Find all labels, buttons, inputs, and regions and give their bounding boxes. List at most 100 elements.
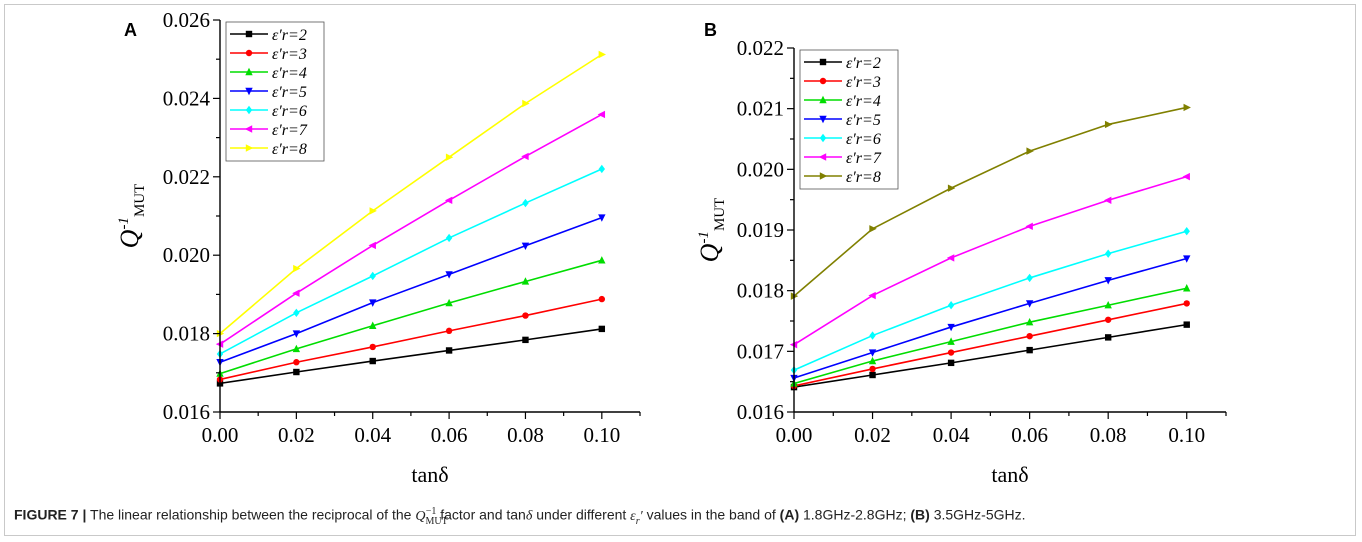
- chart-a-series-3-point-5: [521, 277, 530, 285]
- chart-a-series-4-point-5: [521, 242, 530, 250]
- chart-b-series-2-point-6: [1183, 300, 1190, 307]
- chart-b-series-7-point-5: [1104, 120, 1113, 129]
- chart-a-series-3: [216, 256, 606, 377]
- chart-b-legend-label-6: ε′r=7: [846, 150, 882, 167]
- chart-b-series-6-point-3: [946, 254, 955, 262]
- chart-a-series-5-point-5: [522, 198, 529, 208]
- chart-a-series-7-point-4: [445, 153, 454, 161]
- chart-b-series-4-point-6: [1183, 255, 1191, 263]
- chart-a-legend-label-6: ε′r=7: [272, 122, 308, 139]
- chart-a-legend-marker-3: [245, 67, 253, 76]
- chart-a-series-1-point-6: [598, 325, 606, 333]
- chart-b-series-1-line: [793, 323, 1187, 388]
- chart-a-series-3-point-6: [598, 256, 606, 264]
- chart-b-series-1-point-4: [1026, 346, 1033, 354]
- chart-b-xtick-label-2: 0.02: [854, 423, 891, 447]
- chart-b-series-7-point-4: [1026, 147, 1034, 155]
- chart-a-series-6-point-5: [521, 152, 529, 161]
- chart-a-series-4-point-4: [445, 271, 453, 279]
- chart-b-series-4-point-2: [868, 349, 877, 357]
- chart-a-series-5-point-4: [445, 233, 453, 243]
- chart-a-series-6-line: [219, 113, 603, 345]
- chart-a-y-axis-title-q: Q: [115, 229, 144, 248]
- chart-b-series-2-point-4: [1026, 332, 1033, 340]
- chart-b-legend-label-3: ε′r=4: [846, 93, 881, 110]
- chart-b-legend-label-4: ε′r=5: [846, 112, 881, 129]
- chart-a-series-5-point-3: [369, 271, 376, 281]
- chart-a-series-7-point-2: [293, 264, 301, 273]
- chart-a-xtick-label-1: 0.00: [202, 423, 239, 447]
- chart-a-legend-label-4: ε′r=5: [272, 84, 307, 101]
- chart-b-ytick-label-4: 0.019: [737, 218, 784, 242]
- chart-b-legend-label-5: ε′r=6: [846, 131, 881, 148]
- chart-b-ytick-label-1: 0.016: [737, 400, 784, 424]
- chart-b-series-1-point-2: [869, 371, 876, 379]
- chart-a-ytick-label-3: 0.020: [163, 243, 210, 267]
- chart-b-ytick-label-3: 0.018: [737, 279, 784, 303]
- chart-a-legend-marker-7: [245, 144, 254, 152]
- chart-b-series-7-point-2: [869, 225, 877, 233]
- chart-a-series-4-point-6: [598, 214, 606, 222]
- chart-b-series-3-point-3: [947, 337, 955, 345]
- chart-a-legend-label-5: ε′r=6: [272, 103, 307, 120]
- chart-b-series-6: [789, 172, 1190, 349]
- chart-a-xtick-label-2: 0.02: [278, 423, 315, 447]
- chart-b-series-2: [790, 300, 1190, 390]
- chart-a-series-5-point-6: [598, 164, 606, 174]
- chart-b-series-6-point-2: [868, 291, 876, 300]
- chart-a-series-6-point-4: [444, 196, 453, 205]
- caption-b-label: (B): [910, 506, 930, 523]
- chart-b-series-5-line: [793, 230, 1187, 371]
- chart-a-xtick-label-3: 0.04: [354, 423, 391, 447]
- chart-b-legend-marker-5: [819, 133, 827, 143]
- chart-b-ytick-label-2: 0.017: [737, 339, 784, 363]
- chart-b-series-1-point-5: [1104, 334, 1112, 341]
- chart-b-series-2-line: [793, 302, 1187, 387]
- chart-b-series-2-point-3: [947, 349, 955, 356]
- chart-a-series-3-line: [219, 259, 603, 375]
- chart-a-series-2-point-4: [445, 327, 453, 335]
- chart-b-series-4-line: [793, 257, 1187, 379]
- chart-a-legend-marker-2: [245, 49, 253, 57]
- chart-b-series-7-line: [793, 106, 1187, 297]
- chart-a-panel-letter: A: [124, 20, 137, 40]
- chart-a-series-2: [216, 295, 606, 383]
- chart-a-legend-marker-5: [245, 105, 253, 115]
- chart-b-series-5-point-2: [869, 331, 876, 340]
- chart-a-series-1-line: [219, 328, 602, 385]
- chart-a-series-7-line: [219, 53, 603, 335]
- chart-a-series-5: [216, 164, 606, 359]
- chart-b-panel-letter: B: [704, 20, 717, 40]
- chart-b-xtick-label-4: 0.06: [1011, 423, 1048, 447]
- chart-a-xtick-label-6: 0.10: [583, 423, 620, 447]
- chart-a-legend-label-3: ε′r=4: [272, 65, 307, 82]
- chart-b-legend-marker-3: [819, 95, 827, 104]
- chart-b-series-6-point-6: [1182, 172, 1190, 181]
- chart-b-series-6-line: [793, 175, 1187, 346]
- chart-b-series-3-point-5: [1104, 301, 1112, 309]
- chart-a-y-axis-title-sup: -1: [116, 217, 132, 230]
- chart-a-series-7: [216, 50, 607, 338]
- chart-b-legend-label-7: ε′r=8: [846, 169, 881, 186]
- chart-a-series-1-point-4: [445, 347, 453, 354]
- chart-a-series-3-point-3: [369, 321, 377, 329]
- chart-b-series-1-point-3: [947, 359, 955, 367]
- chart-a-series-4-line: [219, 216, 603, 363]
- chart-b: B 0.00 0.02 0.04 0.06 0.08 0.10 0.016 0.017 0.018…: [695, 20, 1227, 486]
- chart-b-series-2-point-5: [1104, 316, 1112, 323]
- chart-b-y-axis-title-sup: -1: [696, 231, 712, 244]
- chart-a-series-1-point-3: [369, 357, 376, 365]
- chart-a-ytick-label-2: 0.018: [163, 322, 210, 346]
- chart-b-series-5-point-6: [1183, 227, 1190, 236]
- chart-a-legend: ε′r=2 ε′r=3 ε′r=4 ε′r=5 ε′r=6 ε′r=7 ε′r=8: [225, 21, 325, 162]
- chart-b-series-3-point-2: [868, 356, 877, 365]
- chart-a-legend-label-7: ε′r=8: [272, 141, 307, 158]
- chart-a-series-6-point-6: [597, 110, 606, 119]
- chart-a-legend-label-2: ε′r=3: [272, 46, 307, 63]
- figure-frame: [4, 4, 1356, 536]
- chart-b-series-4-point-4: [1025, 300, 1034, 308]
- chart-b-legend-marker-7: [819, 172, 828, 180]
- chart-a-legend-marker-6: [244, 125, 253, 133]
- chart-a-xtick-label-4: 0.06: [431, 423, 468, 447]
- chart-a-legend-marker-1: [245, 30, 253, 38]
